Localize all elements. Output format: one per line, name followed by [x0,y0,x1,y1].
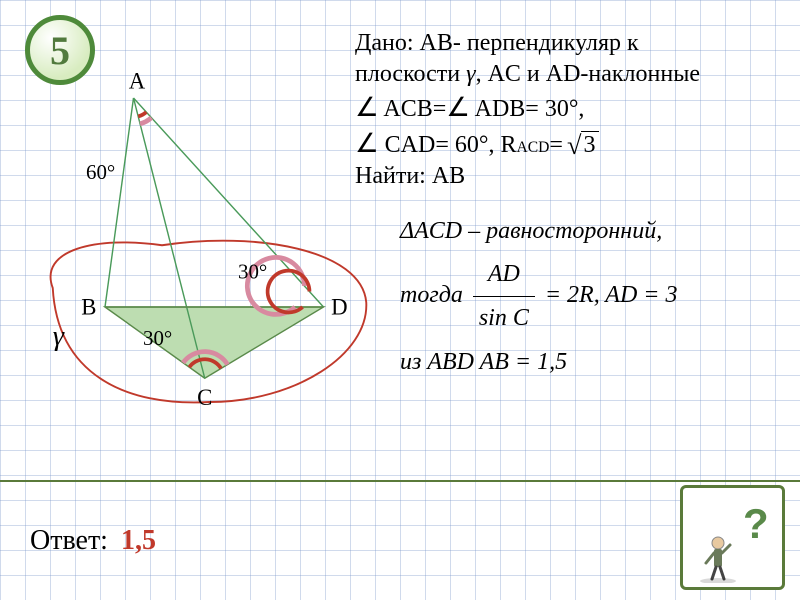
solution-line1: ΔACD – равносторонний, [400,210,800,253]
svg-text:30°: 30° [238,260,267,284]
angle-cad: CAD= 60°, R [385,132,517,158]
answer-value: 1,5 [121,525,156,556]
solution-block: ΔACD – равносторонний, тогда AD sin C = … [400,210,800,384]
svg-text:B: B [81,295,96,320]
svg-text:30°: 30° [143,326,172,350]
hint-button[interactable]: ? [680,485,785,590]
question-person-icon: ? [688,493,778,583]
svg-text:A: A [129,69,146,94]
frac-num: AD [473,253,535,297]
sqrt-3: 3 [563,126,599,161]
answer-label: Ответ: [30,525,108,556]
sqrt-radicand: 3 [581,131,599,158]
frac-den: sin C [473,297,535,340]
problem-number-badge: 5 [25,15,95,85]
svg-text:60°: 60° [86,160,115,184]
eq1: = [433,96,447,122]
solution-line3: из ABD AB = 1,5 [400,341,800,384]
gamma-symbol: γ [466,61,475,87]
angle-acb: ACB [383,96,432,122]
divider-line [0,480,800,482]
given-line2a: плоскости [355,61,460,87]
answer-block: Ответ: 1,5 [30,525,156,557]
solution-line2: тогда AD sin C = 2R, AD = 3 [400,253,800,340]
eq2: = [549,132,563,158]
sol-togda: тогда [400,282,463,308]
fraction: AD sin C [473,253,535,340]
geometry-diagram: A B C D 60° 30° 30° γ [0,60,400,440]
problem-number: 5 [50,27,70,74]
find-line: Найти: AB [355,163,465,189]
problem-statement: Дано: AB- перпендикуляр к плоскости γ, A… [355,28,795,192]
svg-text:γ: γ [53,321,65,352]
svg-text:C: C [197,385,212,410]
angle-adb: ADB= 30°, [475,96,585,122]
angle-symbol: ∠ [355,92,379,122]
given-line1: Дано: AB- перпендикуляр к [355,30,639,56]
given-line2b: , AC и AD-наклонные [476,61,700,87]
svg-text:D: D [331,295,347,320]
r-subscript: ACD [516,139,549,156]
svg-text:?: ? [743,500,769,547]
angle-symbol-3: ∠ [355,128,379,158]
angle-symbol-2: ∠ [446,92,470,122]
sol-2r: = 2R, AD = 3 [545,282,678,308]
